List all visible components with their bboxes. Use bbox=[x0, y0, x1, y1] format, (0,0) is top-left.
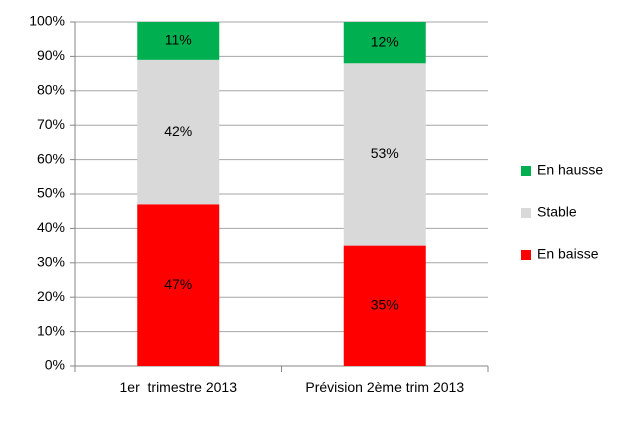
y-tick-label: 20% bbox=[37, 288, 65, 304]
y-tick-label: 10% bbox=[37, 322, 65, 338]
bar-segment bbox=[137, 59, 220, 205]
legend-label: Stable bbox=[537, 204, 577, 220]
y-tick-label: 70% bbox=[37, 116, 65, 132]
bar-segment bbox=[137, 22, 220, 60]
data-label: 11% bbox=[165, 32, 192, 48]
data-label: 47% bbox=[164, 276, 192, 292]
bar-segment bbox=[343, 63, 426, 246]
data-label: 35% bbox=[371, 297, 399, 313]
legend-label: En hausse bbox=[537, 162, 603, 178]
legend-swatch bbox=[521, 250, 531, 260]
y-tick-label: 100% bbox=[29, 13, 65, 29]
y-tick-label: 40% bbox=[37, 219, 65, 235]
y-tick-label: 30% bbox=[37, 254, 65, 270]
y-tick-label: 0% bbox=[45, 357, 65, 373]
data-label: 12% bbox=[371, 33, 399, 49]
legend-label: En baisse bbox=[537, 246, 599, 262]
bar-segment bbox=[343, 22, 426, 64]
y-tick-label: 90% bbox=[37, 47, 65, 63]
data-label: 42% bbox=[164, 123, 192, 139]
legend-swatch bbox=[521, 166, 531, 176]
y-tick-label: 60% bbox=[37, 150, 65, 166]
legend-swatch bbox=[521, 208, 531, 218]
y-tick-label: 80% bbox=[37, 82, 65, 98]
x-tick-label: 1er trimestre 2013 bbox=[119, 379, 238, 395]
bar-segment bbox=[343, 245, 426, 366]
x-tick-label: Prévision 2ème trim 2013 bbox=[305, 379, 465, 395]
y-tick-label: 50% bbox=[37, 185, 65, 201]
bar-segment bbox=[137, 204, 220, 366]
data-label: 53% bbox=[371, 145, 399, 161]
